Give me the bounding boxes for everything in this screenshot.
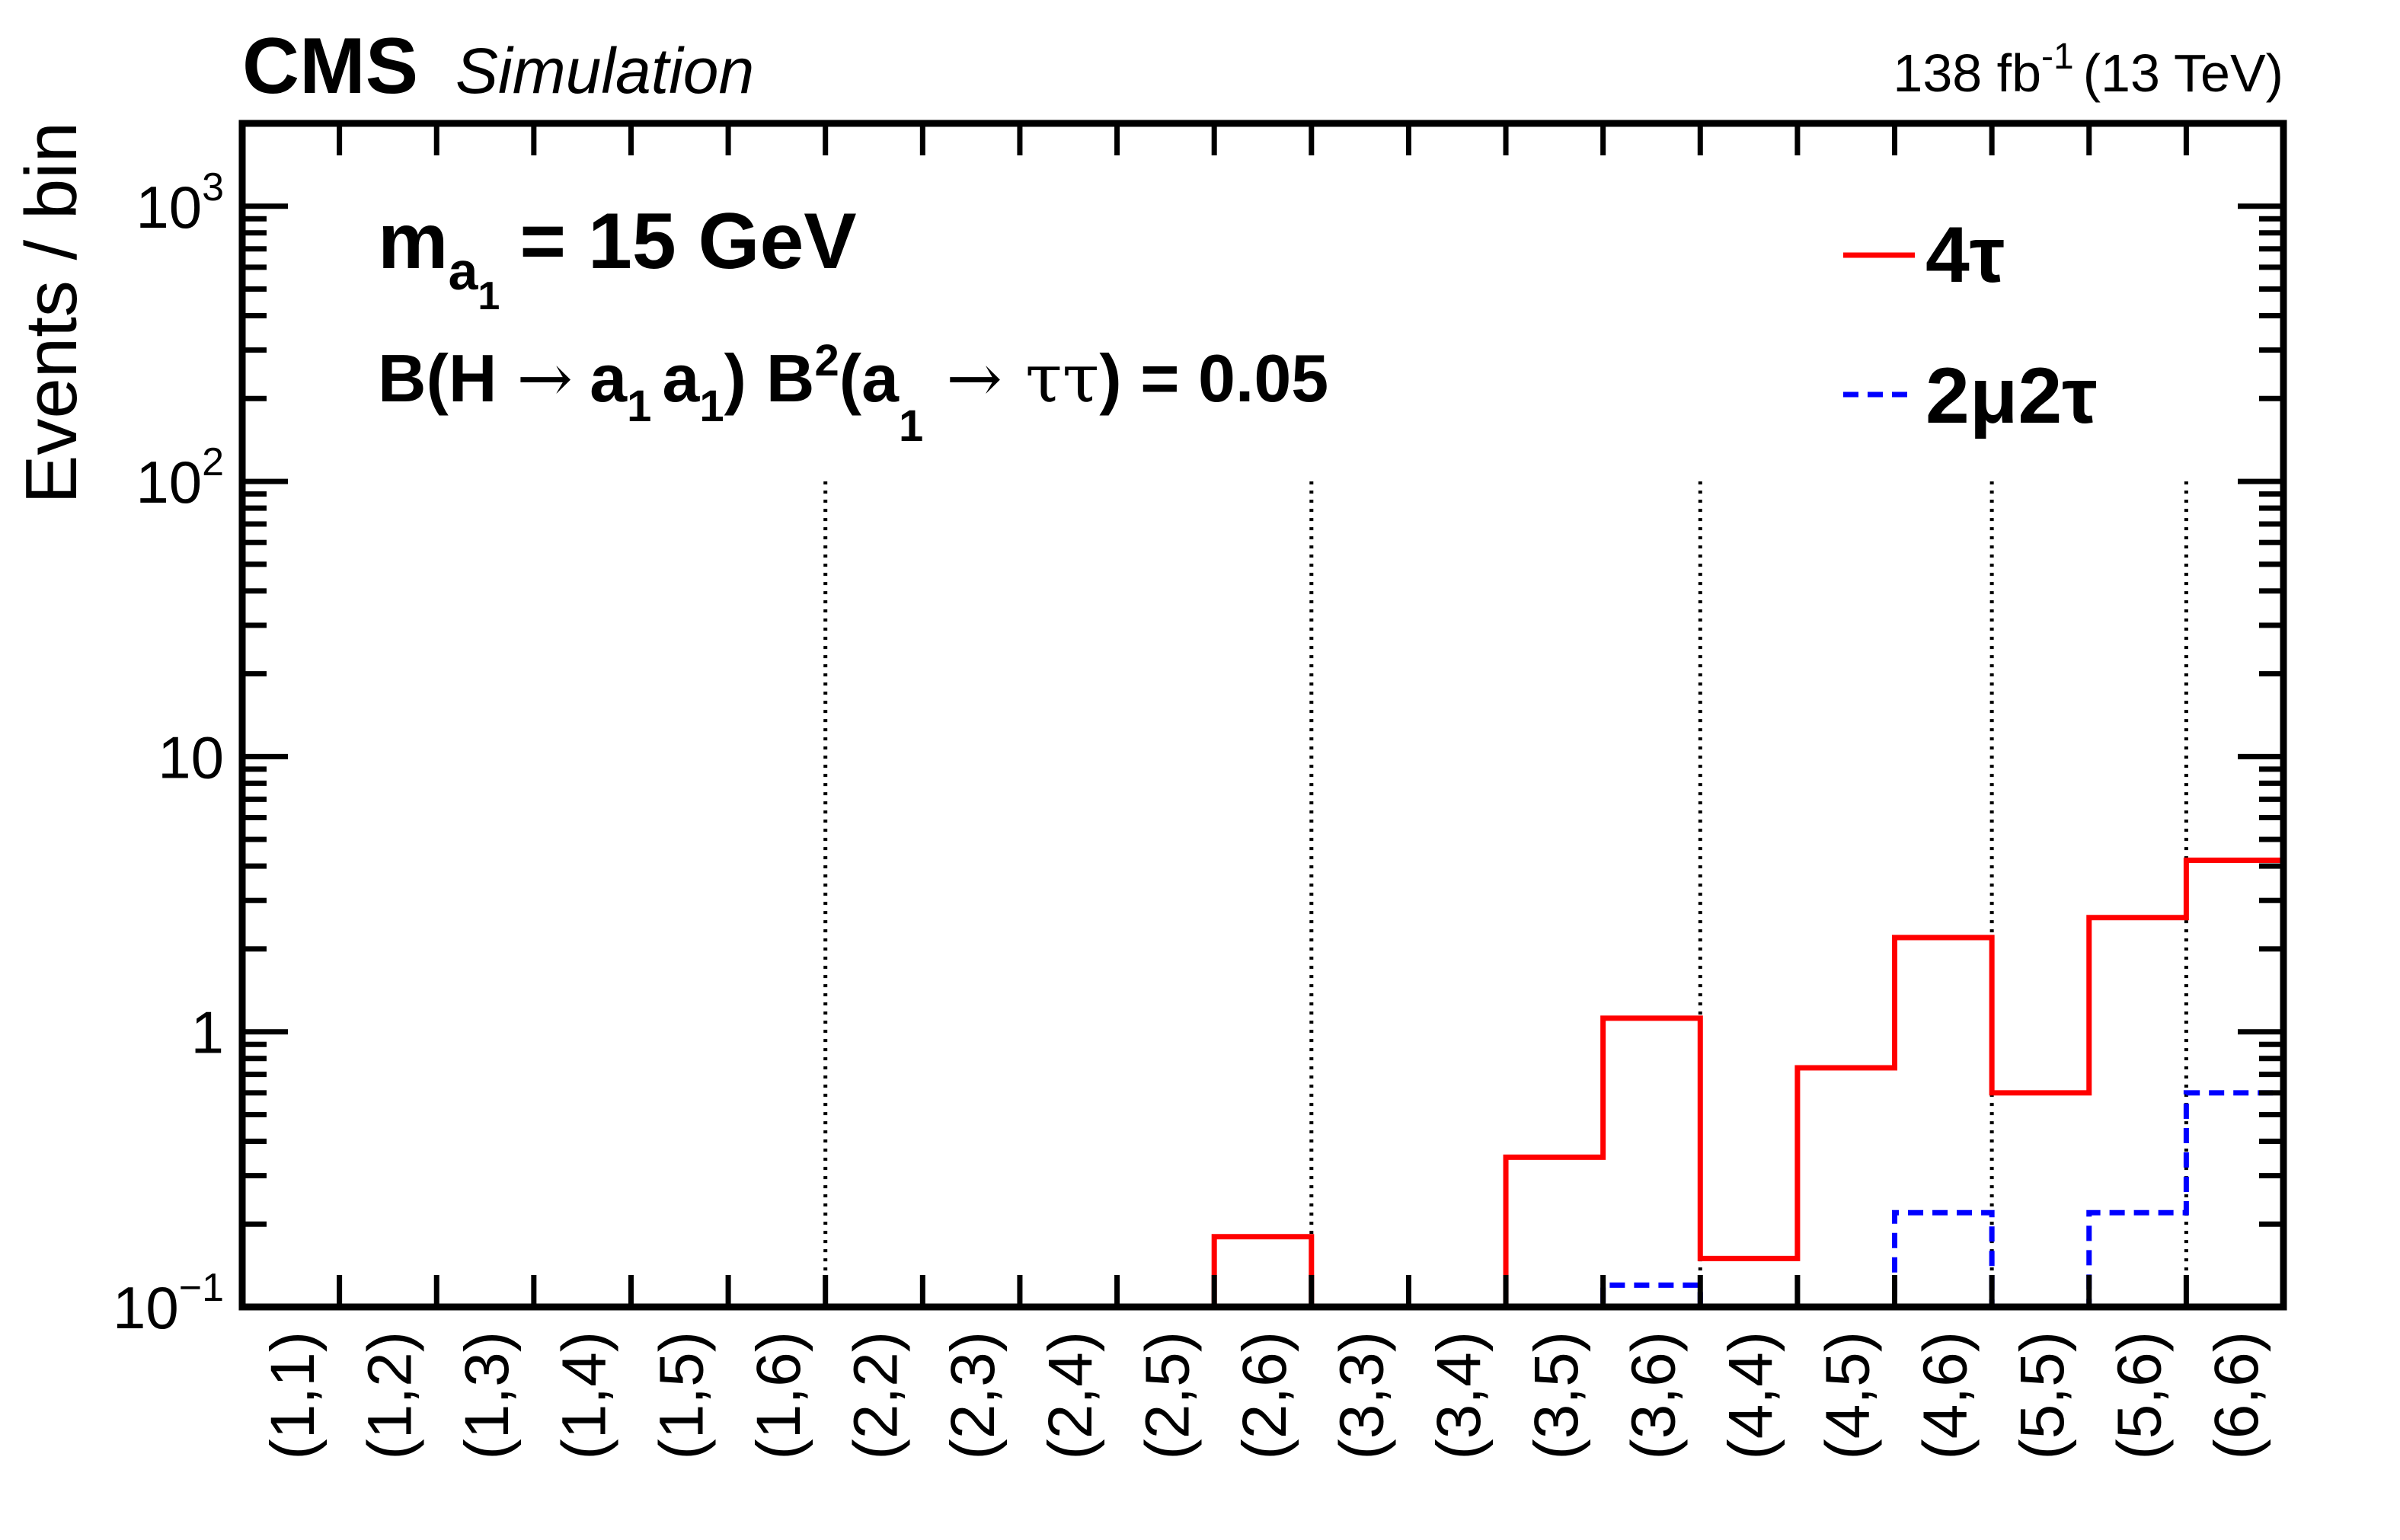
xtick-label-20: (6,6)	[2202, 1331, 2271, 1460]
xtick-label-14: (3,6)	[1619, 1331, 1688, 1460]
ytick-label-2: 10	[158, 724, 224, 791]
xtick-label-12: (3,4)	[1424, 1331, 1494, 1460]
ytick-exp-0: −1	[179, 1266, 224, 1310]
legend-label-2mu2tau: 2μ2τ	[1925, 352, 2098, 440]
arrow-1: →	[516, 339, 573, 417]
xtick-label-17: (4,6)	[1910, 1331, 1980, 1460]
xtick-label-13: (3,5)	[1522, 1331, 1591, 1460]
ytick-label-4: 103	[136, 165, 224, 241]
ytick-base-0: 10	[113, 1274, 179, 1341]
close-paren: )	[724, 340, 746, 416]
xtick-label-18: (5,5)	[2008, 1331, 2077, 1460]
xtick-label-8: (2,4)	[1036, 1331, 1105, 1460]
ytick-exp-4: 3	[202, 165, 224, 209]
xtick-label-2: (1,3)	[452, 1331, 522, 1460]
axis-ticks	[239, 120, 2287, 1310]
br-h: B(H	[378, 340, 497, 416]
ytick-base-4: 10	[136, 174, 202, 241]
series-2mu2tau	[242, 1090, 2283, 1310]
branching-ratio-annotation: B(H → a1 a1) B2(a1→ ττ) = 0.05	[378, 336, 1328, 451]
xtick-label-3: (1,4)	[550, 1331, 619, 1460]
a1-first: a	[590, 340, 628, 416]
ytick-base-1: 1	[191, 999, 224, 1066]
xtick-label-4: (1,5)	[647, 1331, 716, 1460]
series-4tau	[242, 858, 2283, 1310]
xtick-label-0: (1,1)	[258, 1331, 328, 1460]
xtick-label-9: (2,5)	[1133, 1331, 1202, 1460]
cms-label: CMS	[242, 22, 418, 110]
xtick-label-7: (2,3)	[938, 1331, 1008, 1460]
open-a: (a	[839, 340, 900, 416]
ytick-base-3: 10	[136, 449, 202, 516]
energy-label: (13 TeV)	[2083, 43, 2283, 103]
luminosity-label: 138 fb-1 (13 TeV)	[1893, 37, 2283, 103]
xtick-label-19: (5,6)	[2105, 1331, 2175, 1460]
xtick-label-6: (2,2)	[842, 1331, 911, 1460]
a1-third-sub: 1	[899, 401, 923, 451]
plot-frame	[238, 120, 2287, 1311]
lumi-exponent: -1	[2041, 37, 2074, 77]
series-line-1	[242, 1090, 2283, 1310]
ytick-label-3: 102	[136, 440, 224, 516]
br-b: B	[766, 340, 815, 416]
x-tick-labels: (1,1) (1,2) (1,3) (1,4) (1,5) (1,6) (2,2) (2,3)…	[258, 1331, 2271, 1460]
mass-sub-a: a	[448, 241, 478, 301]
xtick-label-10: (2,6)	[1230, 1331, 1299, 1460]
a1-second-sub: 1	[699, 382, 724, 431]
mass-annotation: ma1 = 15 GeV	[378, 197, 857, 318]
mass-symbol: m	[378, 197, 448, 286]
simulation-label: Simulation	[455, 35, 754, 107]
br-sup-2: 2	[814, 336, 839, 385]
xtick-label-16: (4,5)	[1814, 1331, 1883, 1460]
a1-first-sub: 1	[627, 382, 651, 431]
xtick-label-5: (1,6)	[744, 1331, 813, 1460]
xtick-label-15: (4,4)	[1716, 1331, 1785, 1460]
mass-value: = 15 GeV	[519, 197, 856, 286]
tautau: ττ	[1025, 339, 1099, 417]
series-line-0	[242, 858, 2283, 1310]
br-value: ) = 0.05	[1099, 340, 1328, 416]
ytick-base-2: 10	[158, 724, 224, 791]
legend: 4τ 2μ2τ	[1843, 211, 2098, 440]
xtick-label-11: (3,3)	[1328, 1331, 1397, 1460]
xtick-label-1: (1,2)	[355, 1331, 424, 1460]
lumi-value: 138 fb	[1893, 43, 2041, 103]
mass-sub-1: 1	[478, 274, 500, 318]
series-layer	[242, 858, 2283, 1310]
a1-second: a	[662, 340, 700, 416]
legend-label-4tau: 4τ	[1925, 211, 2005, 299]
ytick-label-0: 10−1	[113, 1266, 224, 1341]
arrow-2: →	[946, 339, 1002, 417]
y-axis-title: Events / bin	[11, 122, 92, 504]
ytick-label-1: 1	[191, 999, 224, 1066]
ytick-exp-3: 2	[202, 440, 224, 484]
